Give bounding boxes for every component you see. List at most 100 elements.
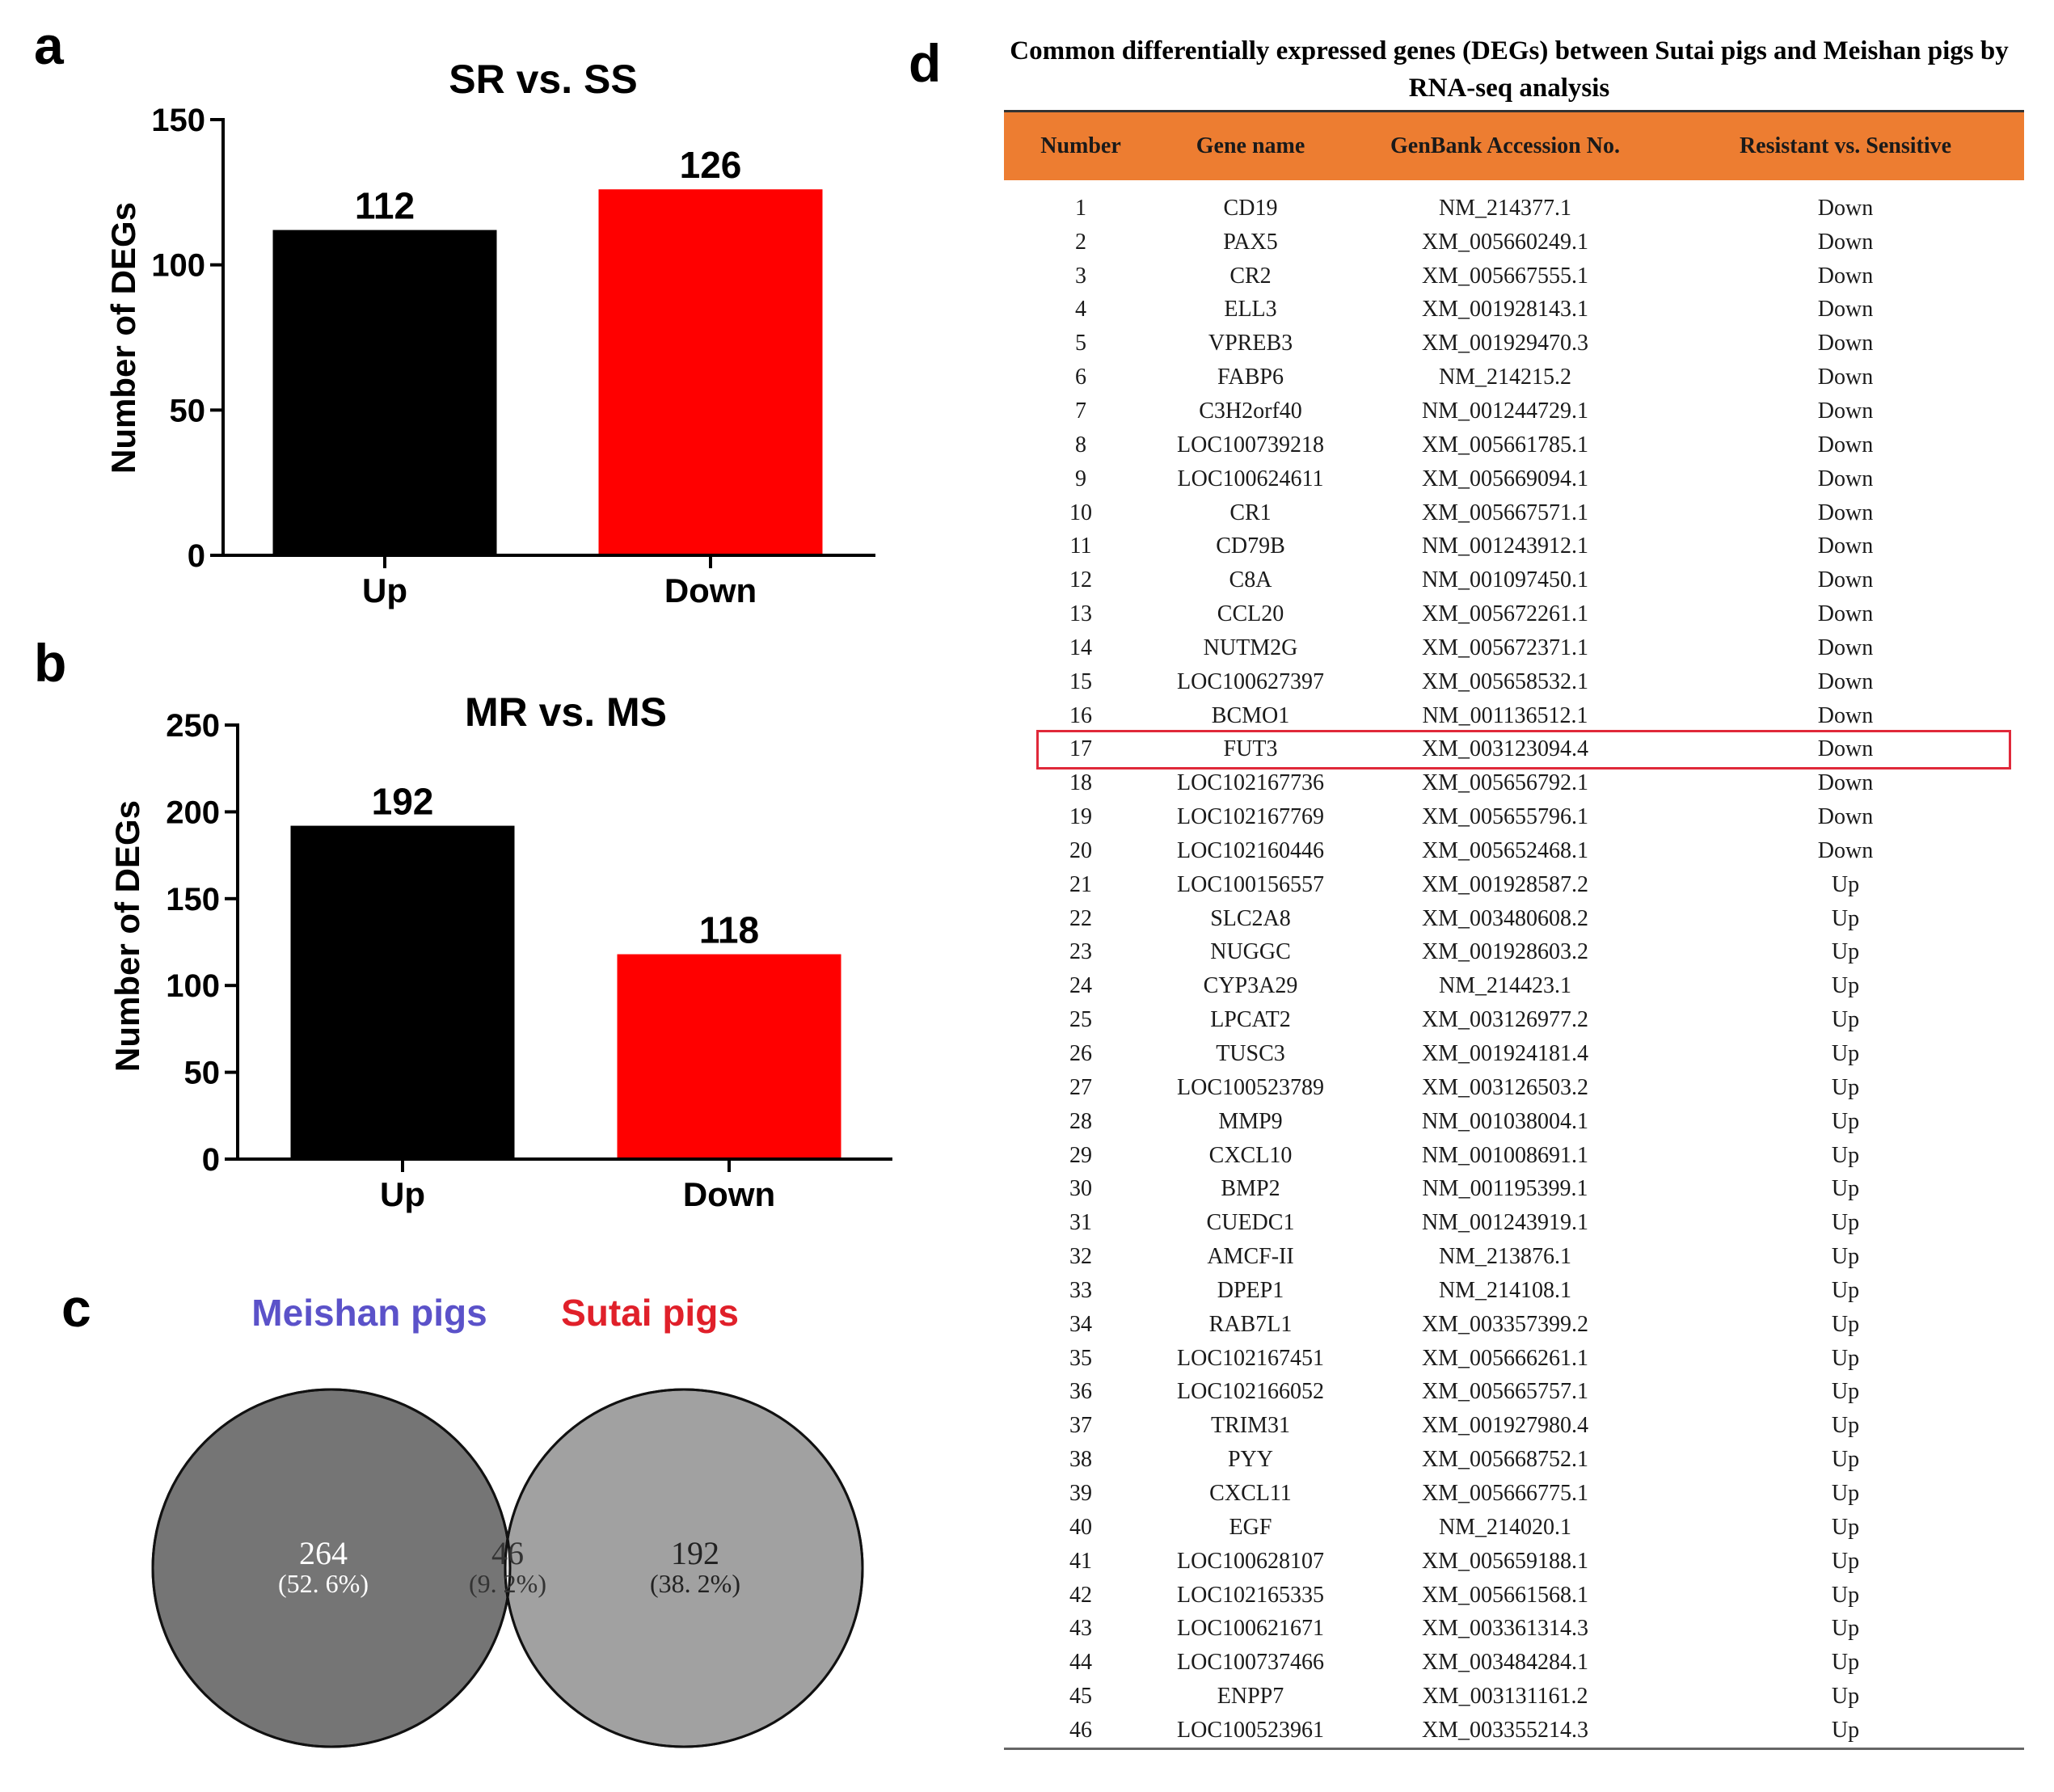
cell-number: 39: [1069, 1480, 1092, 1506]
panel-label-a: a: [34, 15, 64, 75]
cell-gene-name: PYY: [1227, 1447, 1273, 1473]
cell-gene-name: BMP2: [1221, 1176, 1280, 1202]
table-row: 41 LOC100628107 XM_005659188.1 Up: [1004, 1545, 2024, 1579]
cell-gene-name: LOC100627397: [1177, 668, 1324, 694]
cell-direction: Down: [1817, 331, 1874, 356]
cell-gene-name: LOC102167451: [1177, 1345, 1324, 1371]
table-row: 8 LOC100739218 XM_005661785.1 Down: [1004, 428, 2024, 462]
x-tick-label: Down: [683, 1175, 775, 1213]
table-row: 43 LOC100621671 XM_003361314.3 Up: [1004, 1612, 2024, 1646]
cell-gene-name: CR1: [1229, 500, 1272, 525]
table-row: 7 C3H2orf40 NM_001244729.1 Down: [1004, 394, 2024, 428]
cell-number: 43: [1069, 1616, 1092, 1642]
table-row: 5 VPREB3 XM_001929470.3 Down: [1004, 327, 2024, 361]
table-row: 27 LOC100523789 XM_003126503.2 Up: [1004, 1071, 2024, 1105]
cell-direction: Down: [1817, 736, 1874, 762]
y-tick-label: 100: [166, 968, 220, 1004]
venn-set-label-sutai: Sutai pigs: [561, 1292, 739, 1334]
cell-direction: Up: [1831, 905, 1860, 931]
cell-direction: Down: [1817, 804, 1874, 830]
table-row: 1 CD19 NM_214377.1 Down: [1004, 180, 2024, 226]
y-tick-label: 100: [151, 248, 205, 284]
cell-accession: XM_001927980.4: [1421, 1413, 1589, 1439]
table-row: 26 TUSC3 XM_001924181.4 Up: [1004, 1037, 2024, 1071]
cell-accession: XM_001928603.2: [1421, 939, 1589, 965]
table-row: 2 PAX5 XM_005660249.1 Down: [1004, 226, 2024, 259]
cell-accession: NM_001038004.1: [1421, 1108, 1589, 1134]
cell-gene-name: LOC100523789: [1177, 1074, 1324, 1100]
column-header-gene-name: Gene name: [1196, 133, 1305, 158]
column-header-direction: Resistant vs. Sensitive: [1739, 133, 1952, 158]
cell-number: 41: [1069, 1548, 1092, 1574]
cell-direction: Up: [1831, 871, 1860, 897]
cell-direction: Up: [1831, 1176, 1860, 1202]
x-tick-label: Up: [362, 571, 407, 609]
cell-gene-name: LOC100523961: [1158, 1713, 1343, 1750]
cell-accession: NM_214377.1: [1438, 195, 1572, 221]
cell-gene-name: EGF: [1229, 1514, 1272, 1540]
cell-direction: Up: [1831, 1480, 1860, 1506]
cell-accession: NM_001243912.1: [1421, 533, 1589, 559]
cell-direction: Down: [1817, 567, 1874, 593]
cell-number: 25: [1069, 1007, 1092, 1033]
cell-direction: Down: [1817, 195, 1874, 221]
cell-accession: XM_005658532.1: [1421, 668, 1589, 694]
cell-accession: XM_005659188.1: [1421, 1548, 1589, 1574]
cell-number: 20: [1069, 837, 1092, 863]
cell-accession: NM_214020.1: [1438, 1514, 1572, 1540]
cell-accession: NM_001244729.1: [1421, 398, 1589, 424]
cell-gene-name: ELL3: [1224, 297, 1277, 323]
table-row: 36 LOC102166052 XM_005665757.1 Up: [1004, 1376, 2024, 1410]
cell-direction: Up: [1831, 1277, 1860, 1303]
cell-number: 8: [1075, 432, 1086, 457]
cell-accession: XM_001928143.1: [1421, 297, 1589, 323]
cell-gene-name: LOC100737466: [1177, 1650, 1324, 1676]
cell-number: 38: [1069, 1447, 1092, 1473]
cell-number: 37: [1069, 1413, 1092, 1439]
y-tick-label: 200: [166, 795, 220, 830]
cell-number: 23: [1069, 939, 1092, 965]
chart-b-title: MR vs. MS: [465, 689, 667, 735]
cell-direction: Up: [1831, 1447, 1860, 1473]
cell-gene-name: RAB7L1: [1208, 1311, 1293, 1337]
chart-a-title: SR vs. SS: [449, 57, 637, 102]
cell-number: 7: [1075, 398, 1086, 424]
cell-direction: Up: [1831, 1582, 1860, 1608]
cell-direction: Down: [1817, 601, 1874, 627]
cell-accession: XM_005672371.1: [1421, 635, 1589, 660]
cell-accession: XM_005666775.1: [1421, 1480, 1589, 1506]
table-row: 15 LOC100627397 XM_005658532.1 Down: [1004, 665, 2024, 699]
table-row: 24 CYP3A29 NM_214423.1 Up: [1004, 969, 2024, 1003]
panel-label-b: b: [34, 633, 67, 693]
cell-direction: Down: [1817, 500, 1874, 525]
cell-gene-name: PAX5: [1223, 229, 1278, 255]
cell-number: 36: [1069, 1379, 1092, 1405]
data-label-up: 192: [372, 781, 434, 823]
x-tick-label: Down: [664, 571, 757, 609]
cell-direction: Down: [1817, 229, 1874, 255]
table-row: 23 NUGGC XM_001928603.2 Up: [1004, 936, 2024, 970]
cell-accession: XM_003123094.4: [1421, 736, 1589, 762]
cell-accession: NM_001195399.1: [1422, 1176, 1588, 1202]
table-row: 29 CXCL10 NM_001008691.1 Up: [1004, 1139, 2024, 1173]
cell-accession: XM_001928587.2: [1421, 871, 1589, 897]
cell-direction: Up: [1831, 1650, 1860, 1676]
cell-number: 6: [1075, 365, 1086, 390]
bar-chart-b: MR vs. MS Number of DEGs 192 118 Up Down 0 5…: [108, 689, 892, 1213]
cell-direction: Up: [1831, 1142, 1860, 1168]
cell-gene-name: AMCF-II: [1207, 1244, 1294, 1270]
table-row: 18 LOC102167736 XM_005656792.1 Down: [1004, 766, 2024, 800]
panel-label-d: d: [909, 33, 942, 93]
cell-number: 33: [1069, 1277, 1092, 1303]
table-row: 32 AMCF-II NM_213876.1 Up: [1004, 1240, 2024, 1274]
cell-direction: Up: [1831, 973, 1860, 999]
cell-gene-name: CD19: [1223, 195, 1278, 221]
cell-direction: Up: [1831, 1108, 1860, 1134]
cell-number: 21: [1069, 871, 1092, 897]
cell-gene-name: LOC100624611: [1177, 466, 1324, 491]
venn-sutai-only-count: 192: [671, 1535, 719, 1571]
table-row: 30 BMP2 NM_001195399.1 Up: [1004, 1172, 2024, 1206]
cell-direction: Down: [1817, 365, 1874, 390]
table-row: 10 CR1 XM_005667571.1 Down: [1004, 496, 2024, 530]
cell-accession: XM_003126503.2: [1421, 1074, 1589, 1100]
